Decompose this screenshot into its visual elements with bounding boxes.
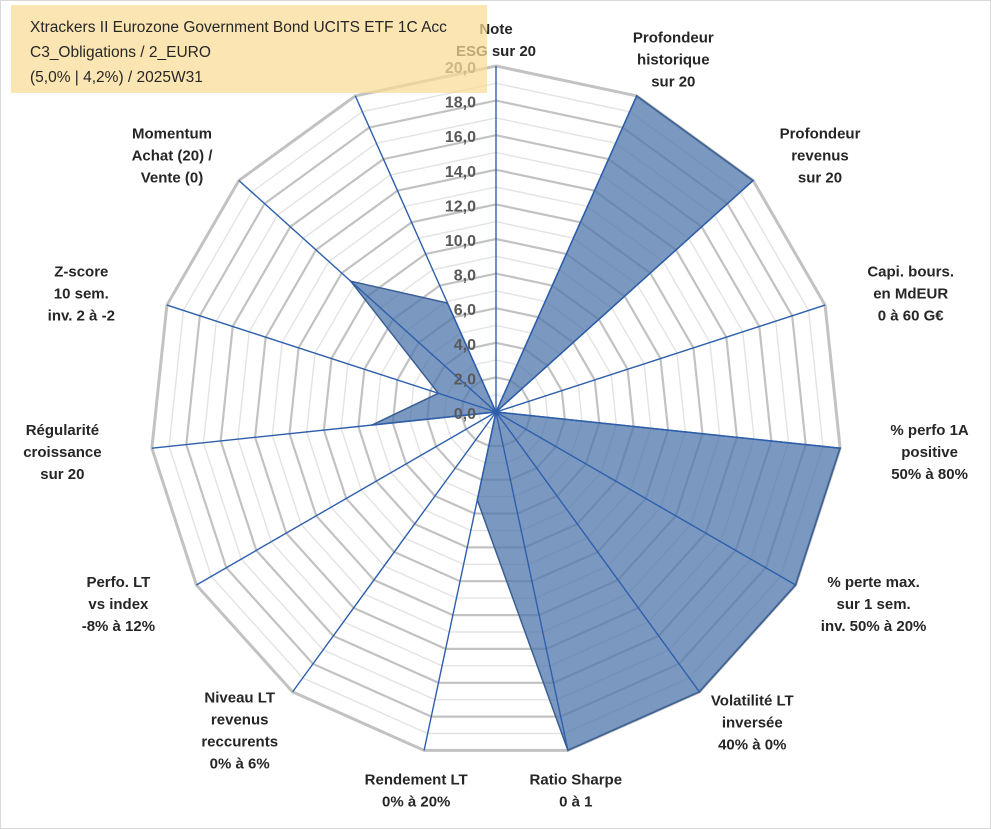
radar-spoke [495,411,841,449]
tick-label: 14,0 [445,164,476,181]
chart-title-line1: Xtrackers II Eurozone Government Bond UC… [30,19,447,36]
axis-label: Perfo. LT vs index -8% à 12% [82,574,155,635]
axis-label: % perte max. sur 1 sem. inv. 50% à 20% [821,574,927,635]
radar-spoke [495,95,638,413]
grid-ring-major [288,203,704,617]
radar-spoke [292,411,497,693]
chart-title-line3: (5,0% | 4,2%) / 2025W31 [30,69,203,86]
tick-label: 16,0 [445,129,476,146]
tick-label: 2,0 [454,371,476,388]
axis-label: Capi. bours. en MdEUR 0 à 60 G€ [867,263,954,324]
radar-spoke [495,411,700,693]
grid-ring-minor [271,186,721,633]
radar-spoke [495,304,826,413]
tick-label: 4,0 [454,337,476,354]
grid-ring-minor [168,82,824,735]
grid-ring-minor [202,117,790,701]
tick-label: 8,0 [454,268,476,285]
radar-spokes [151,66,841,751]
tick-label: 12,0 [445,198,476,215]
tick-label: 0,0 [454,406,476,423]
axis-label: Niveau LT revenus reccurents 0% à 6% [201,689,278,772]
grid-ring-minor [237,151,755,667]
grid-ring-major [185,99,807,718]
chart-title-box: Xtrackers II Eurozone Government Bond UC… [11,5,487,93]
axis-label: % perfo 1A positive 50% à 80% [890,422,969,483]
radar-spoke [151,411,497,449]
grid-ring-minor [340,255,652,565]
grid-ring-major [219,134,773,684]
tick-label: 10,0 [445,233,476,250]
axis-label: Profondeur historique sur 20 [633,30,714,91]
axis-label: Ratio Sharpe 0 à 1 [530,771,623,810]
tick-label: 18,0 [445,95,476,112]
tick-label: 6,0 [454,302,476,319]
grid-ring-major [253,168,739,651]
radar-spoke [238,179,497,413]
radar-spoke [196,411,497,586]
axis-label: Momentum Achat (20) / Vente (0) [132,125,214,186]
axis-label: Z-score 10 sem. inv. 2 à -2 [48,263,115,324]
grid-ring-major [150,64,842,752]
radar-spoke [495,179,754,413]
axis-label: Rendement LT 0% à 20% [365,771,468,810]
radar-spoke [495,411,569,751]
grid-ring-minor [305,220,687,599]
axis-label: Profondeur revenus sur 20 [780,125,861,186]
radar-spoke [423,411,497,751]
axis-label: Volatilité LT inversée 40% à 0% [711,692,794,753]
radar-spoke [354,95,497,413]
radar-spoke [495,411,796,586]
radar-spoke [166,304,497,413]
grid-ring-major [322,237,670,583]
axis-label: Régularité croissance sur 20 [23,422,101,483]
chart-title-line2: C3_Obligations / 2_EURO [30,44,211,61]
